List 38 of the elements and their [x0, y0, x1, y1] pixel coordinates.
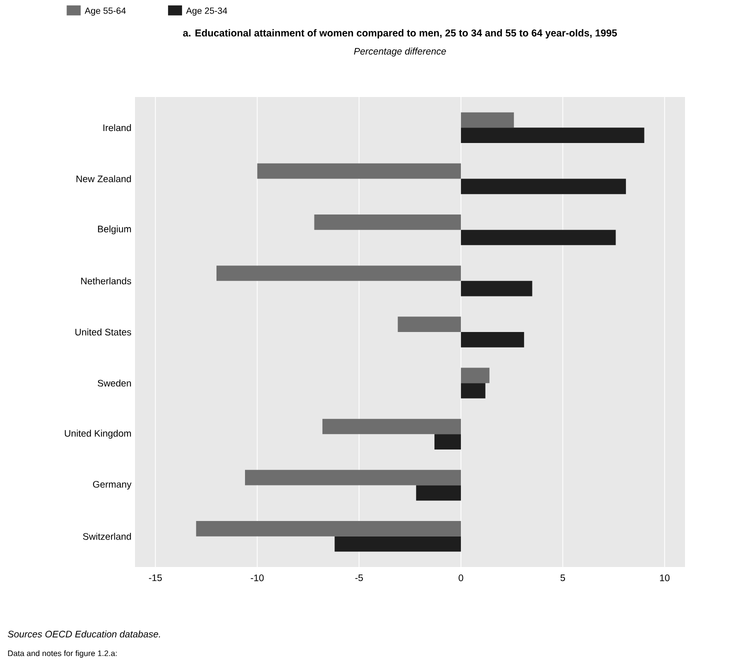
- bar: [416, 485, 461, 501]
- bar: [460, 112, 514, 128]
- bar: [334, 536, 461, 552]
- y-tick-label: New Zealand: [76, 175, 131, 182]
- x-tick-label: 10: [660, 574, 670, 582]
- bar: [460, 332, 524, 348]
- y-tick-label: Belgium: [98, 225, 131, 234]
- chart-title: a. Educational attainment of women compared to men, 25 to 34 and 55 to 64 year-olds, 1995: [183, 29, 617, 38]
- x-tick-label: 0: [458, 574, 464, 582]
- bar: [460, 280, 532, 296]
- y-tick-label: Sweden: [98, 380, 131, 387]
- bar: [460, 128, 644, 143]
- legend-label: Age 25-34: [186, 8, 228, 16]
- x-tick-label: -5: [355, 574, 363, 582]
- y-tick-label: Germany: [93, 480, 132, 490]
- bar: [460, 368, 490, 384]
- bar: [314, 214, 461, 230]
- bar: [257, 163, 461, 179]
- bar: [460, 178, 626, 194]
- bar: [434, 434, 461, 450]
- y-tick-label: United Kingdom: [64, 430, 131, 439]
- bar: [322, 418, 461, 434]
- bar: [245, 470, 461, 486]
- source-note: Sources OECD Education database.: [8, 630, 160, 638]
- bar: [460, 383, 486, 398]
- x-tick-label: -15: [148, 574, 162, 582]
- y-tick-label: Netherlands: [81, 277, 132, 284]
- y-tick-label: United States: [75, 328, 132, 336]
- x-tick-label: -10: [250, 574, 264, 582]
- bar: [216, 266, 461, 281]
- bar: [196, 521, 461, 536]
- legend-label: Age 55-64: [84, 8, 126, 16]
- x-tick-label: 5: [560, 574, 566, 582]
- chart-subtitle: Percentage difference: [354, 48, 446, 56]
- y-tick-label: Ireland: [103, 124, 131, 132]
- y-tick-label: Switzerland: [83, 532, 131, 540]
- bar: [398, 316, 461, 332]
- bar: [460, 230, 616, 246]
